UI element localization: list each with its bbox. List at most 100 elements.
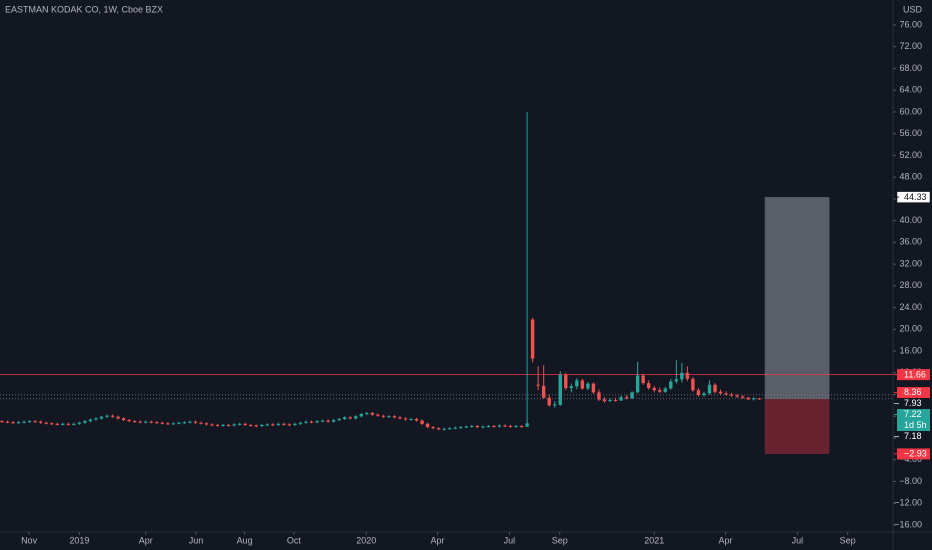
price-label-box: [897, 387, 930, 399]
candle-body: [735, 395, 739, 397]
candle-body: [635, 375, 640, 393]
candle-body: [746, 397, 750, 400]
candle-body: [724, 393, 728, 395]
y-tick-label: 28.00: [899, 280, 922, 290]
candle-body: [282, 423, 286, 425]
candle-body: [436, 428, 441, 430]
candle-body: [50, 423, 54, 425]
candle-body: [646, 383, 651, 388]
y-tick-label: 64.00: [899, 85, 922, 95]
candle-body: [121, 418, 126, 421]
y-tick-label: 20.00: [899, 324, 922, 334]
candle-body: [718, 391, 723, 394]
candle-body: [221, 424, 225, 426]
candle-body: [414, 418, 419, 421]
candle-body: [669, 381, 673, 389]
chart-title: EASTMAN KODAK CO, 1W, Cboe BZX: [5, 4, 163, 14]
price-label-box: [897, 369, 930, 381]
candle-body: [658, 390, 662, 392]
candle-body: [691, 378, 695, 391]
candle-body: [663, 388, 667, 392]
candle-body: [237, 423, 242, 425]
y-tick-label: 72.00: [899, 41, 922, 51]
candle-body: [22, 421, 26, 423]
candle-body: [613, 399, 618, 401]
price-label-box: [897, 398, 930, 410]
candle-body: [448, 428, 452, 430]
candle-body: [94, 418, 98, 420]
price-label-box: [897, 448, 930, 460]
candle-body: [271, 424, 275, 426]
candle-body: [166, 423, 170, 425]
price-label: 44.33: [904, 192, 927, 202]
candle-body: [503, 425, 507, 427]
candle-body: [160, 422, 164, 424]
candle-body: [354, 416, 358, 419]
candle-body: [116, 416, 120, 419]
candle-body: [702, 393, 706, 396]
candle-body: [77, 422, 82, 424]
candle-body: [138, 421, 142, 423]
candle-body: [729, 394, 734, 396]
candle-body: [547, 397, 551, 406]
bar-countdown: 1d 5h: [904, 420, 927, 430]
candle-body: [470, 426, 474, 428]
candle-body: [674, 379, 679, 382]
candle-body: [342, 417, 347, 419]
candle-body: [105, 415, 109, 417]
candle-body: [497, 425, 502, 427]
price-label: −2.93: [904, 449, 927, 459]
candle-body: [680, 372, 684, 380]
candle-body: [403, 418, 408, 420]
candle-body: [309, 421, 314, 423]
y-tick-label: 76.00: [899, 19, 922, 29]
candle-body: [293, 423, 297, 425]
candle-body: [44, 422, 48, 424]
candle-body: [442, 428, 446, 430]
x-tick-label: Jul: [792, 535, 804, 545]
candle-body: [177, 422, 181, 424]
target-zone: [764, 197, 830, 399]
x-tick-label: Sep: [840, 535, 856, 545]
candle-body: [33, 421, 37, 423]
candle-body: [326, 420, 330, 422]
candle-body: [602, 399, 607, 402]
candle-body: [243, 423, 247, 425]
candle-body: [188, 421, 192, 423]
candle-body: [564, 374, 568, 388]
price-label-box: [897, 409, 930, 432]
candle-body: [55, 423, 59, 425]
candle-body: [298, 422, 303, 424]
candle-body: [486, 426, 491, 428]
x-tick-label: Sep: [552, 535, 568, 545]
candle-body: [260, 424, 264, 427]
candle-body: [624, 397, 629, 399]
candle-body: [707, 384, 712, 394]
candle-body: [757, 398, 761, 400]
candle-body: [348, 417, 352, 419]
candle-body: [525, 423, 529, 427]
candle-body: [575, 380, 579, 387]
candle-body: [409, 418, 413, 420]
x-tick-label: Oct: [287, 535, 302, 545]
y-tick-label: 16.00: [899, 345, 922, 355]
candle-body: [204, 423, 209, 425]
y-tick-label: 36.00: [899, 237, 922, 247]
candle-body: [359, 414, 363, 417]
candle-body: [586, 383, 590, 389]
candle-body: [558, 374, 562, 405]
candle-body: [630, 392, 634, 399]
candle-body: [508, 426, 513, 428]
candle-body: [226, 424, 231, 426]
x-tick-label: Apr: [139, 535, 153, 545]
candle-body: [536, 384, 540, 386]
x-tick-label: Nov: [21, 535, 38, 545]
candle-body: [132, 421, 137, 423]
candle-body: [392, 416, 397, 418]
currency: USD: [903, 4, 923, 14]
x-tick-label: Apr: [431, 535, 445, 545]
candle-body: [453, 427, 457, 429]
y-tick-label: 32.00: [899, 258, 922, 268]
candle-body: [481, 426, 485, 428]
